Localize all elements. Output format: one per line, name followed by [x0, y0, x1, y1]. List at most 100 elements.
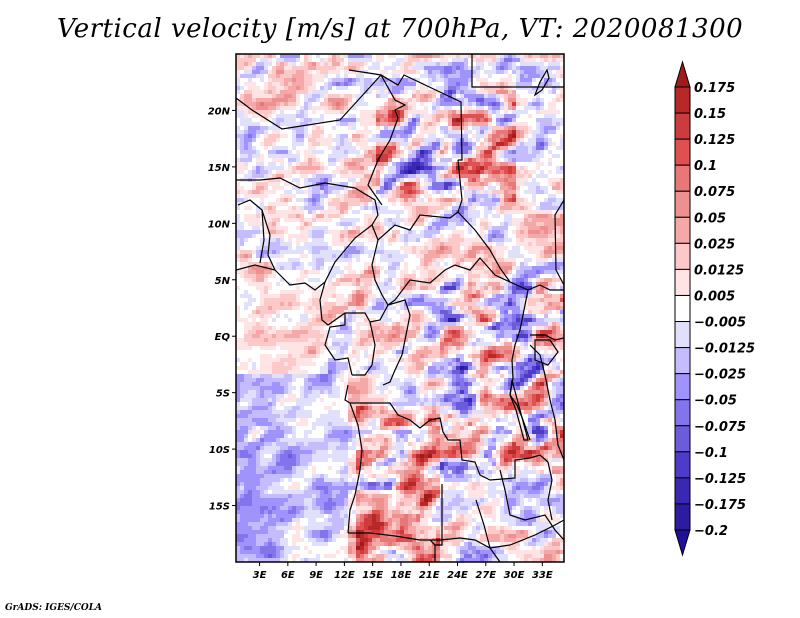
- field-cell: [528, 98, 532, 102]
- field-cell: [296, 74, 300, 78]
- field-cell: [348, 90, 352, 94]
- field-cell: [416, 158, 420, 162]
- field-cell: [496, 214, 500, 218]
- field-cell: [552, 134, 556, 138]
- field-cell: [316, 62, 320, 66]
- field-cell: [476, 174, 480, 178]
- field-cell: [392, 222, 396, 226]
- field-cell: [552, 62, 556, 66]
- field-cell: [360, 214, 364, 218]
- field-cell: [448, 218, 452, 222]
- field-cell: [428, 102, 432, 106]
- field-cell: [380, 258, 384, 262]
- field-cell: [528, 114, 532, 118]
- field-cell: [520, 182, 524, 186]
- field-cell: [476, 110, 480, 114]
- field-cell: [476, 154, 480, 158]
- field-cell: [316, 214, 320, 218]
- field-cell: [560, 230, 564, 234]
- field-cell: [456, 282, 460, 286]
- field-cell: [324, 74, 328, 78]
- field-cell: [384, 286, 388, 290]
- field-cell: [452, 106, 456, 110]
- field-cell: [376, 154, 380, 158]
- field-cell: [480, 78, 484, 82]
- field-cell: [364, 210, 368, 214]
- field-cell: [428, 162, 432, 166]
- field-cell: [344, 162, 348, 166]
- field-cell: [512, 238, 516, 242]
- field-cell: [252, 86, 256, 90]
- field-cell: [544, 254, 548, 258]
- field-cell: [316, 74, 320, 78]
- field-cell: [320, 122, 324, 126]
- field-cell: [524, 122, 528, 126]
- field-cell: [316, 102, 320, 106]
- field-cell: [512, 194, 516, 198]
- field-cell: [320, 98, 324, 102]
- field-cell: [348, 294, 352, 298]
- field-cell: [416, 270, 420, 274]
- field-cell: [492, 210, 496, 214]
- field-cell: [536, 166, 540, 170]
- field-cell: [516, 186, 520, 190]
- field-cell: [284, 150, 288, 154]
- field-cell: [480, 218, 484, 222]
- field-cell: [440, 94, 444, 98]
- field-cell: [260, 266, 264, 270]
- field-cell: [304, 158, 308, 162]
- field-cell: [304, 174, 308, 178]
- field-cell: [236, 110, 240, 114]
- field-cell: [504, 198, 508, 202]
- field-cell: [460, 106, 464, 110]
- field-cell: [316, 114, 320, 118]
- field-cell: [536, 250, 540, 254]
- field-cell: [436, 54, 440, 58]
- field-cell: [408, 70, 412, 74]
- field-cell: [392, 246, 396, 250]
- field-cell: [472, 166, 476, 170]
- field-cell: [376, 106, 380, 110]
- field-cell: [496, 158, 500, 162]
- field-cell: [372, 98, 376, 102]
- field-cell: [504, 70, 508, 74]
- field-cell: [360, 238, 364, 242]
- field-cell: [300, 242, 304, 246]
- field-cell: [300, 162, 304, 166]
- field-cell: [276, 86, 280, 90]
- field-cell: [464, 286, 468, 290]
- field-cell: [324, 206, 328, 210]
- field-cell: [416, 178, 420, 182]
- field-cell: [376, 102, 380, 106]
- field-cell: [420, 54, 424, 58]
- field-cell: [372, 146, 376, 150]
- field-cell: [396, 110, 400, 114]
- field-cell: [508, 138, 512, 142]
- field-cell: [416, 286, 420, 290]
- field-cell: [308, 178, 312, 182]
- field-cell: [400, 118, 404, 122]
- field-cell: [544, 270, 548, 274]
- field-cell: [472, 182, 476, 186]
- field-cell: [272, 150, 276, 154]
- field-cell: [268, 166, 272, 170]
- field-cell: [472, 278, 476, 282]
- field-cell: [264, 206, 268, 210]
- field-cell: [388, 158, 392, 162]
- field-cell: [384, 150, 388, 154]
- field-cell: [472, 242, 476, 246]
- field-cell: [552, 66, 556, 70]
- field-cell: [484, 290, 488, 294]
- field-cell: [296, 290, 300, 294]
- field-cell: [460, 58, 464, 62]
- field-cell: [532, 242, 536, 246]
- field-cell: [440, 122, 444, 126]
- field-cell: [492, 166, 496, 170]
- field-cell: [524, 234, 528, 238]
- field-cell: [296, 118, 300, 122]
- field-cell: [484, 186, 488, 190]
- field-cell: [284, 138, 288, 142]
- field-cell: [536, 294, 540, 298]
- field-cell: [388, 178, 392, 182]
